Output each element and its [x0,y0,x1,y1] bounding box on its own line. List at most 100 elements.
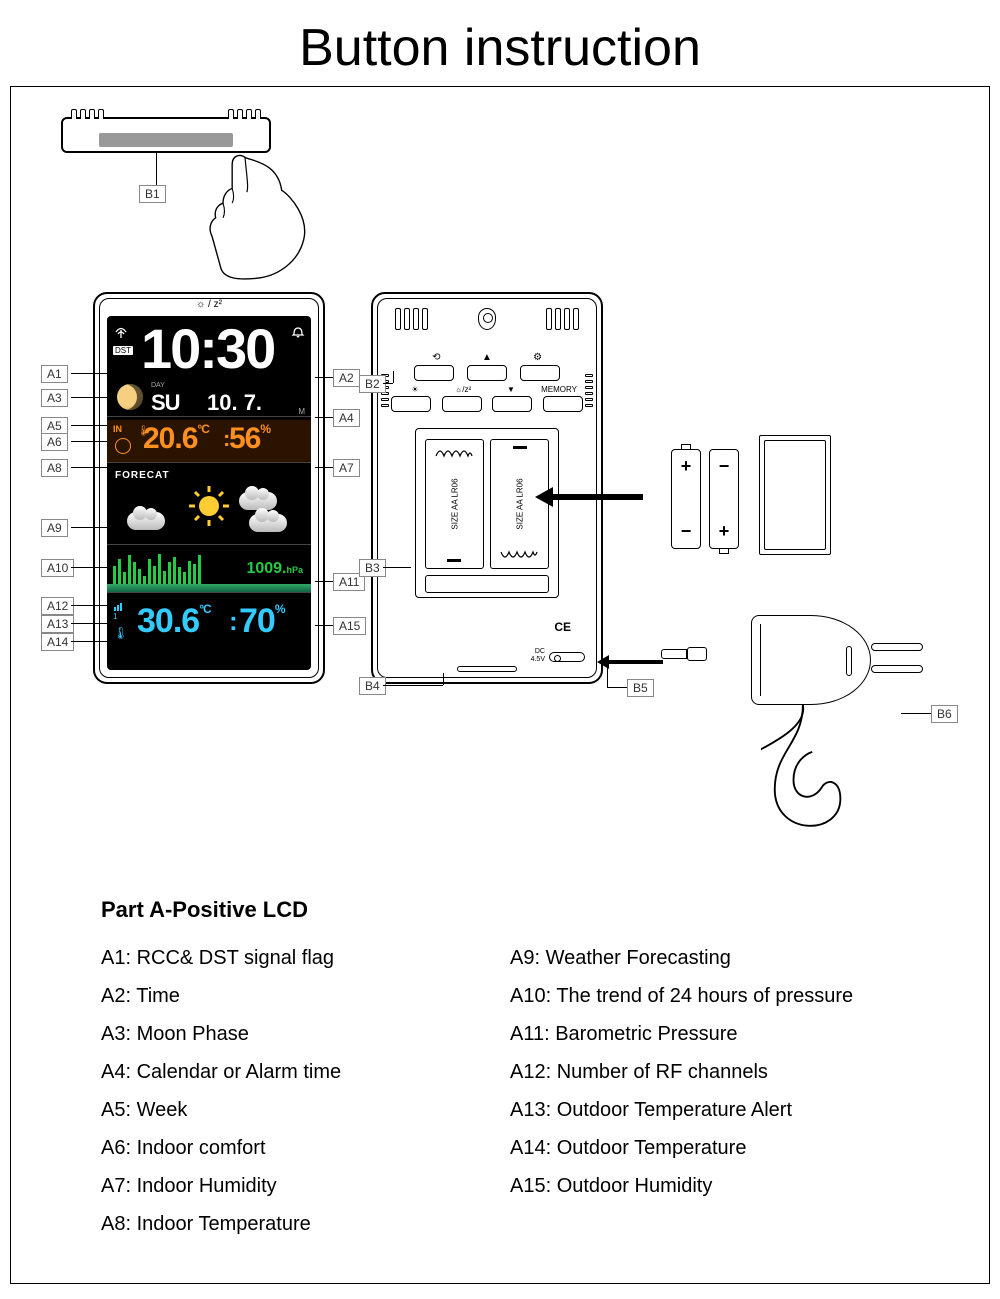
battery-size-text: SIZE AA LR06 [450,475,459,533]
legend-column-left: A1: RCC& DST signal flagA2: TimeA3: Moon… [101,939,490,1243]
pressure-bar [153,566,156,586]
indoor-tag: IN [113,424,122,434]
label-a14: A14 [41,633,74,651]
outdoor-channel: 1 [113,612,117,621]
adapter-pins [871,643,923,673]
snooze-symbol: ☼ / z² [95,299,323,310]
pressure-bar [198,555,201,586]
legend-column-right: A9: Weather ForecastingA10: The trend of… [510,939,899,1243]
outdoor-alert-icon: 🌡 [113,626,128,640]
moon-phase-icon [117,384,143,410]
legend-item: A4: Calendar or Alarm time [101,1053,490,1091]
back-button [492,396,532,412]
legend-item: A7: Indoor Humidity [101,1167,490,1205]
label-b5: B5 [627,679,654,697]
battery-slot-left: SIZE AA LR06 [425,439,485,569]
date-value: 10. 7. [207,390,262,416]
back-btn-icons-row1: ⟲ ▲ ⚙ [391,352,583,363]
grass-decoration [107,584,311,592]
back-btn-row2 [391,396,583,412]
lcd-indoor-row: IN 🌡 20.6°C : 56% [107,420,311,462]
lcd-calendar-row: DAY SU 10. 7. M [107,380,311,420]
pressure-bar [168,562,171,586]
battery-b: − + [709,449,739,549]
legend-item: A15: Outdoor Humidity [510,1167,899,1205]
lcd-pressure-row: 1009.hPa [107,548,311,592]
dc-plug-arrow [597,655,663,669]
back-button-panel: ⟲ ▲ ⚙ ☀ ☼/z² ▼ MEMORY [391,352,583,424]
adapter-body [751,615,871,705]
label-a2: A2 [333,369,360,387]
lcd-outdoor-row: 1 🌡 30.6°C : 70% [107,596,311,652]
alarm-icon [291,324,305,341]
legend-item: A14: Outdoor Temperature [510,1129,899,1167]
top-body [61,117,271,153]
diagram-area: B1 ☼ / z² DST 10:30 [31,107,971,877]
page-title: Button instruction [0,0,1000,86]
gear-icon: ⚙ [518,352,558,363]
ce-mark: CE [554,620,571,634]
top-vents-right [228,109,261,119]
comfort-face-icon [115,438,131,454]
pressure-bar [128,555,131,586]
legend-text-block: Part A-Positive LCD A1: RCC& DST signal … [31,897,969,1243]
dst-badge: DST [113,346,133,355]
day-label: DAY [151,382,165,389]
pressure-bar [173,557,176,586]
wall-hanger-hole [478,308,496,330]
back-button [543,396,583,412]
dc-plug-tip [661,649,707,659]
back-btn-row1 [391,365,583,381]
up-icon: ▲ [467,352,507,363]
label-b1: B1 [139,185,166,203]
label-a8: A8 [41,459,68,477]
side-slots-right [585,374,593,410]
battery-door [425,575,550,593]
legend-item: A13: Outdoor Temperature Alert [510,1091,899,1129]
back-button [391,396,431,412]
outdoor-temp-value: 30.6°C [137,602,211,641]
label-b2: B2 [359,375,386,393]
label-a4: A4 [333,409,360,427]
legend-item: A1: RCC& DST signal flag [101,939,490,977]
legend-item: A9: Weather Forecasting [510,939,899,977]
pressure-bar [193,564,196,586]
dc-label: DC4.5V [531,648,545,664]
hand-finger-drawing [201,151,311,281]
device-top-view [61,117,271,257]
legend-item: A12: Number of RF channels [510,1053,899,1091]
legend-item: A8: Indoor Temperature [101,1205,490,1243]
lcd-forecast-row: FORECAT [107,466,311,544]
snooze-icon: ☼/z² [443,385,483,394]
legend-item: A2: Time [101,977,490,1015]
legend-item: A11: Barometric Pressure [510,1015,899,1053]
section-heading: Part A-Positive LCD [101,897,899,923]
time-value: 10:30 [141,316,274,381]
legend-item: A6: Indoor comfort [101,1129,490,1167]
label-a9: A9 [41,519,68,537]
date-suffix: M [298,407,305,416]
pressure-bar [148,559,151,586]
label-a10: A10 [41,559,74,577]
battery-compartment: SIZE AA LR06 SIZE AA LR06 [415,428,559,598]
weekday-value: SU [151,390,180,416]
forecast-title: FORECAT [115,470,170,481]
dc-jack [549,652,585,662]
label-a12: A12 [41,597,74,615]
pressure-bar [113,566,116,586]
label-a1: A1 [41,365,68,383]
indoor-hum-value: 56% [229,422,270,456]
device-front: ☼ / z² DST 10:30 [93,292,325,684]
back-button [414,365,454,381]
outdoor-sep: : [229,606,238,637]
battery-wrapper [759,435,831,555]
cloud-icon-2 [239,492,277,510]
label-a15: A15 [333,617,366,635]
down-icon: ▼ [491,385,531,394]
label-b3: B3 [359,559,386,577]
top-vents-left [71,109,104,119]
brightness-icon: ☀ [395,385,435,394]
back-vents-right [546,308,579,330]
signal-icon [113,324,129,343]
back-button [520,365,560,381]
